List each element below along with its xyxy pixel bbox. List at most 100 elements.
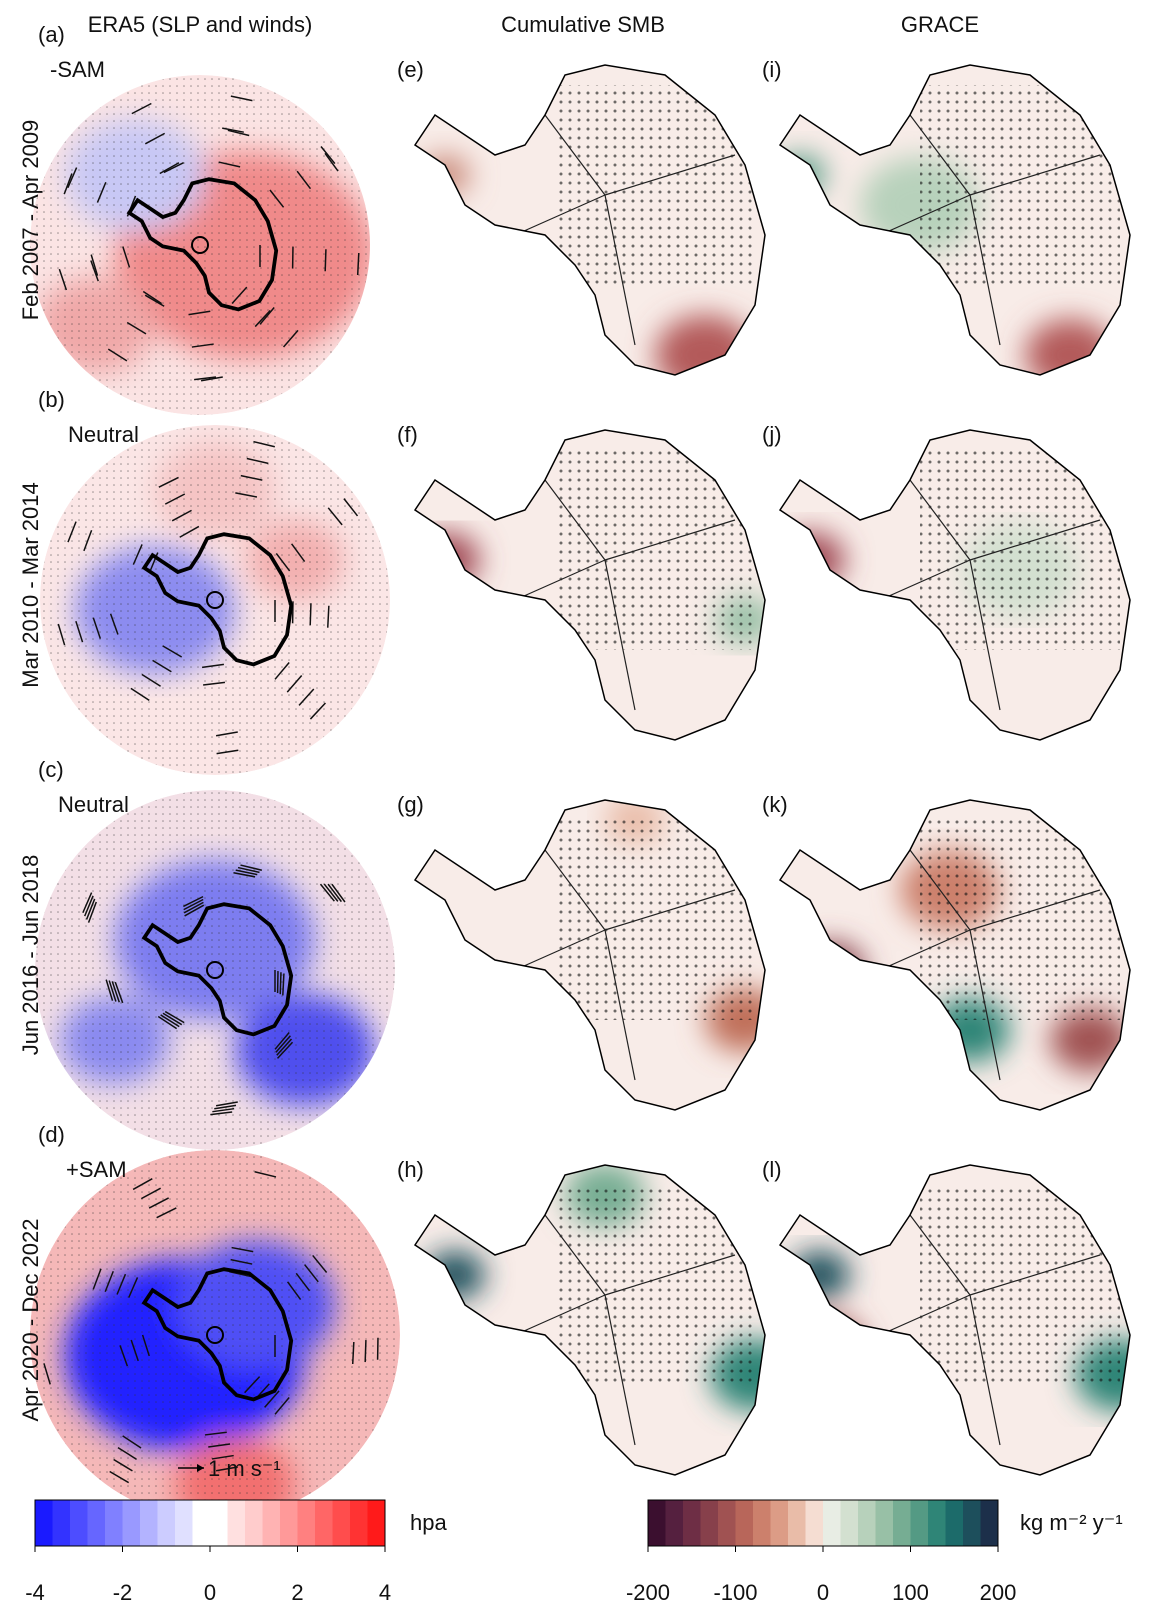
panel-label: (c) (38, 757, 64, 782)
colorbar-swatch (297, 1500, 316, 1546)
wind-arrow (200, 376, 223, 382)
stipple (30, 1150, 400, 1520)
wind-arrow (233, 872, 256, 878)
wind-scale-head (197, 1464, 204, 1472)
colorbar-swatch (805, 1500, 824, 1546)
wind-arrow (279, 972, 282, 995)
panel-label: (d) (38, 1122, 65, 1147)
wind-scale-label: 1 m s⁻¹ (208, 1456, 281, 1481)
wind-arrow (231, 286, 248, 305)
wind-arrow (201, 663, 224, 669)
smb-map (415, 430, 765, 740)
wind-arrow (246, 457, 269, 465)
wind-arrow (212, 1107, 235, 1113)
wind-arrow (327, 507, 343, 526)
wind-arrow (327, 883, 342, 903)
stipple (555, 820, 755, 1020)
pole (206, 591, 224, 609)
wind-arrow (83, 530, 93, 552)
field-blob (795, 942, 865, 998)
wind-arrow (274, 1397, 290, 1415)
colorbar-swatch (840, 1500, 859, 1546)
wind-arrow (331, 883, 346, 903)
wind-arrow (128, 1277, 139, 1298)
wind-arrow (122, 1435, 142, 1449)
pole (206, 961, 224, 979)
wind-arrow (211, 1454, 234, 1460)
colorbar-swatch (858, 1500, 876, 1546)
period-label: Jun 2016 - Jun 2018 (18, 855, 43, 1056)
pole (191, 236, 209, 254)
colorbar-unit: hpa (410, 1510, 447, 1535)
stipple (555, 1185, 755, 1385)
panel-label: (j) (762, 422, 782, 447)
colorbar-swatch (87, 1500, 106, 1546)
wind-arrow (67, 521, 77, 543)
colorbar-swatch (350, 1500, 368, 1546)
wind-arrow (183, 901, 204, 914)
basin-lines (879, 479, 1101, 711)
wind-arrow (274, 662, 290, 680)
grace-map (780, 1165, 1130, 1475)
wind-arrow (275, 1035, 291, 1053)
wind-arrow (356, 252, 360, 276)
wind-arrow (117, 1446, 137, 1460)
basin-lines (879, 1214, 1101, 1446)
era5-map (35, 790, 395, 1150)
wind-arrow (104, 1271, 114, 1293)
wind-arrow (144, 294, 165, 307)
wind-arrow (160, 1014, 180, 1028)
wind-arrow (286, 1281, 302, 1300)
wind-arrow (216, 749, 239, 755)
colorbar-tick-label: 0 (204, 1580, 216, 1605)
colorbar-tick-label: -100 (713, 1580, 757, 1605)
panel-label: (f) (397, 422, 418, 447)
field-blob (420, 155, 470, 195)
colorbar-swatch (227, 1500, 246, 1546)
colorbar-swatch (70, 1500, 88, 1546)
wind-arrow (222, 127, 244, 133)
colorbar-tick-label: -4 (25, 1580, 45, 1605)
column-title: GRACE (901, 12, 979, 37)
wind-arrow (90, 260, 99, 282)
basin-lines (514, 1214, 736, 1446)
panel-label: (h) (397, 1157, 424, 1182)
wind-arrow (319, 883, 335, 902)
wind-arrow (162, 645, 183, 658)
smb-map (415, 65, 765, 375)
colorbar-swatch (770, 1500, 789, 1546)
wind-arrow (108, 980, 117, 1002)
phase-label: +SAM (66, 1157, 127, 1182)
basin-lines (514, 849, 736, 1081)
colorbar-swatch (823, 1500, 841, 1546)
wind-arrow (171, 509, 192, 522)
wind-arrow (43, 1363, 51, 1385)
colorbar-swatch (928, 1500, 946, 1546)
stipple (30, 75, 370, 415)
wind-arrow (164, 493, 186, 505)
panel-label: (e) (397, 57, 424, 82)
wind-arrow (324, 249, 327, 272)
column-title: ERA5 (SLP and winds) (88, 12, 313, 37)
wind-arrow (163, 162, 184, 174)
wind-arrow (235, 869, 258, 876)
wind-arrow (282, 329, 299, 348)
wind-arrow (208, 1443, 231, 1448)
wind-arrow (144, 132, 166, 145)
wind-arrow (309, 702, 326, 720)
wind-arrow (253, 440, 275, 448)
colorbar-swatch (665, 1500, 684, 1546)
wind-arrow (194, 376, 217, 381)
colorbar-swatch (875, 1500, 894, 1546)
wind-arrow (114, 981, 124, 1004)
colorbar-swatch (367, 1500, 386, 1546)
period-label: Apr 2020 - Dec 2022 (18, 1218, 43, 1421)
phase-label: Neutral (68, 422, 139, 447)
wind-arrow (58, 268, 68, 291)
stipple (920, 1185, 1120, 1385)
wind-arrow (326, 605, 330, 628)
field-blob (415, 532, 480, 588)
field-blob (780, 155, 825, 195)
period-label: Mar 2010 - Mar 2014 (18, 482, 43, 687)
colorbar-swatch (788, 1500, 806, 1546)
